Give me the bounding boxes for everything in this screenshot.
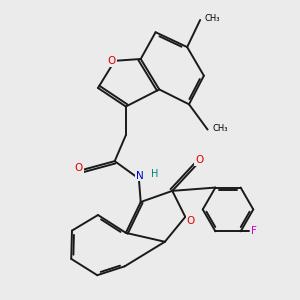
Text: O: O	[108, 56, 116, 66]
Text: N: N	[136, 171, 143, 181]
Text: CH₃: CH₃	[205, 14, 220, 23]
Text: CH₃: CH₃	[212, 124, 227, 133]
Text: O: O	[195, 155, 203, 165]
Text: F: F	[251, 226, 257, 236]
Text: O: O	[187, 216, 195, 226]
Text: O: O	[74, 163, 83, 173]
Text: H: H	[151, 169, 158, 179]
